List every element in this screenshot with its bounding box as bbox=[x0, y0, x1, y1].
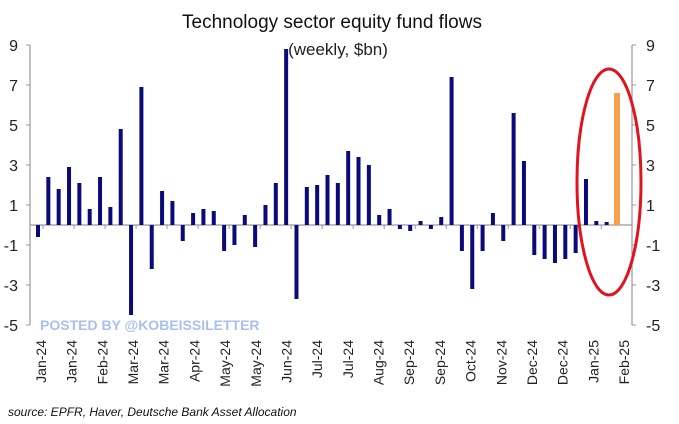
x-tick-label: Jul-24 bbox=[309, 340, 325, 378]
bar bbox=[346, 151, 351, 225]
bar bbox=[325, 175, 330, 225]
x-tick-label: Mar-24 bbox=[125, 340, 141, 385]
y-tick-label-right: 1 bbox=[646, 198, 655, 215]
y-tick-label-left: 1 bbox=[9, 198, 18, 215]
x-tick-label: Feb-25 bbox=[616, 340, 632, 385]
y-tick-label-right: -3 bbox=[646, 278, 660, 295]
y-tick-label-right: 9 bbox=[646, 38, 655, 55]
bar bbox=[253, 225, 258, 247]
bar bbox=[129, 225, 134, 315]
bar bbox=[563, 225, 568, 259]
bar bbox=[387, 209, 392, 225]
bar bbox=[480, 225, 485, 251]
bar bbox=[542, 225, 547, 259]
bar bbox=[459, 225, 464, 251]
bar bbox=[470, 225, 475, 289]
bar bbox=[108, 207, 113, 225]
bar bbox=[573, 225, 578, 253]
bar bbox=[604, 222, 609, 225]
bar bbox=[98, 177, 103, 225]
bar bbox=[149, 225, 154, 269]
bar bbox=[408, 225, 413, 231]
bar bbox=[36, 225, 40, 237]
bar bbox=[377, 215, 382, 225]
bar bbox=[191, 213, 196, 225]
chart-title: Technology sector equity fund flows bbox=[182, 12, 482, 33]
bar bbox=[263, 205, 268, 225]
bar bbox=[67, 167, 72, 225]
bar bbox=[56, 189, 61, 225]
chart-subtitle: (weekly, $bn) bbox=[288, 40, 388, 59]
bar bbox=[439, 217, 444, 225]
y-tick-label-right: 5 bbox=[646, 118, 655, 135]
y-tick-label-left: -3 bbox=[4, 278, 18, 295]
bar bbox=[170, 201, 175, 225]
bar bbox=[521, 161, 526, 225]
bar bbox=[242, 215, 247, 225]
x-tick-label: May-24 bbox=[248, 340, 264, 387]
bar bbox=[532, 225, 537, 255]
watermark: POSTED BY @KOBEISSILETTER bbox=[40, 317, 260, 333]
x-tick-label: Dec-24 bbox=[555, 340, 571, 385]
bar bbox=[118, 129, 123, 225]
x-tick-label: Mar-24 bbox=[156, 340, 172, 385]
bar bbox=[180, 225, 185, 241]
bar bbox=[418, 221, 423, 225]
source-note: source: EPFR, Haver, Deutsche Bank Asset… bbox=[8, 405, 297, 419]
x-tick-label: Jan-24 bbox=[64, 340, 80, 383]
bar bbox=[304, 187, 309, 225]
x-tick-label: May-24 bbox=[217, 340, 233, 387]
bar bbox=[139, 87, 144, 225]
y-tick-label-right: 3 bbox=[646, 158, 655, 175]
x-tick-label: Sep-24 bbox=[401, 340, 417, 385]
bar bbox=[232, 225, 237, 245]
x-tick-label: Aug-24 bbox=[371, 340, 387, 385]
bar bbox=[46, 177, 51, 225]
y-tick-label-left: 9 bbox=[9, 38, 18, 55]
x-tick-label: Jan-25 bbox=[585, 340, 601, 383]
x-tick-label: Sep-24 bbox=[432, 340, 448, 385]
y-tick-label-right: 7 bbox=[646, 78, 655, 95]
x-tick-label: Jan-24 bbox=[33, 340, 49, 383]
bar-highlight bbox=[614, 93, 620, 225]
bar bbox=[356, 157, 361, 225]
bar bbox=[315, 185, 320, 225]
x-tick-label: Apr-24 bbox=[186, 340, 202, 382]
x-tick-label: Nov-24 bbox=[493, 340, 509, 385]
bar bbox=[222, 225, 227, 251]
bar bbox=[201, 209, 206, 225]
highlight-circle bbox=[575, 67, 643, 297]
y-tick-label-left: 5 bbox=[9, 118, 18, 135]
bar bbox=[428, 225, 433, 229]
bar bbox=[366, 165, 371, 225]
bar bbox=[273, 183, 278, 225]
bar bbox=[77, 183, 82, 225]
x-tick-label: Jul-24 bbox=[340, 340, 356, 378]
bar bbox=[87, 209, 92, 225]
bar bbox=[211, 211, 216, 225]
bar bbox=[594, 221, 599, 225]
bar bbox=[284, 49, 289, 225]
x-tick-label: Dec-24 bbox=[524, 340, 540, 385]
x-tick-label: Feb-24 bbox=[94, 340, 110, 385]
y-tick-label-left: 7 bbox=[9, 78, 18, 95]
y-tick-label-left: -1 bbox=[4, 238, 18, 255]
y-tick-label-left: -5 bbox=[4, 318, 18, 335]
bar bbox=[160, 191, 165, 225]
y-tick-label-right: -1 bbox=[646, 238, 660, 255]
x-tick-label: Jun-24 bbox=[278, 340, 294, 383]
bar bbox=[397, 225, 402, 229]
x-tick-label: Oct-24 bbox=[463, 340, 479, 382]
y-tick-label-left: 3 bbox=[9, 158, 18, 175]
bar bbox=[501, 225, 506, 241]
bar bbox=[583, 179, 588, 225]
bar bbox=[552, 225, 557, 263]
bar bbox=[335, 183, 340, 225]
bar bbox=[490, 213, 495, 225]
bar bbox=[511, 113, 516, 225]
bar bbox=[294, 225, 299, 299]
bar bbox=[449, 77, 454, 225]
y-tick-label-right: -5 bbox=[646, 318, 660, 335]
